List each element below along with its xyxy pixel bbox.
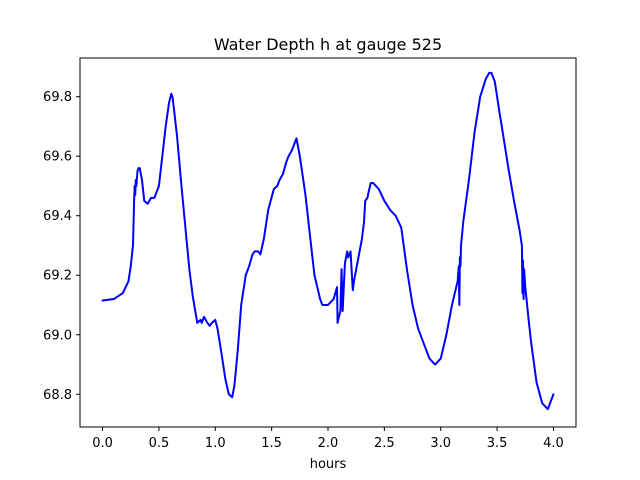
- x-tick-label: 2.0: [318, 436, 339, 451]
- x-tick-label: 1.5: [261, 436, 282, 451]
- x-tick-label: 4.0: [543, 436, 564, 451]
- x-tick-label: 1.0: [205, 436, 226, 451]
- chart-title: Water Depth h at gauge 525: [214, 35, 442, 54]
- x-tick-label: 3.0: [430, 436, 451, 451]
- x-axis-label: hours: [310, 457, 347, 472]
- plot-frame: [79, 57, 577, 428]
- x-tick-label: 3.5: [487, 436, 508, 451]
- y-tick-label: 68.8: [43, 388, 72, 403]
- x-tick-label: 0.0: [92, 436, 113, 451]
- y-tick-label: 69.0: [43, 328, 72, 343]
- series-line: [101, 71, 555, 411]
- y-tick-label: 69.2: [43, 269, 72, 284]
- y-tick-label: 69.4: [43, 209, 72, 224]
- y-tick-label: 69.6: [43, 150, 72, 165]
- x-tick-label: 0.5: [149, 436, 170, 451]
- y-tick-label: 69.8: [43, 90, 72, 105]
- x-tick-label: 2.5: [374, 436, 395, 451]
- ticks-layer: 0.0 0.5 1.0 1.5 2.0 2.5 3.0 3.5 4.0 68.8 69.0 69.2 6…: [43, 90, 564, 451]
